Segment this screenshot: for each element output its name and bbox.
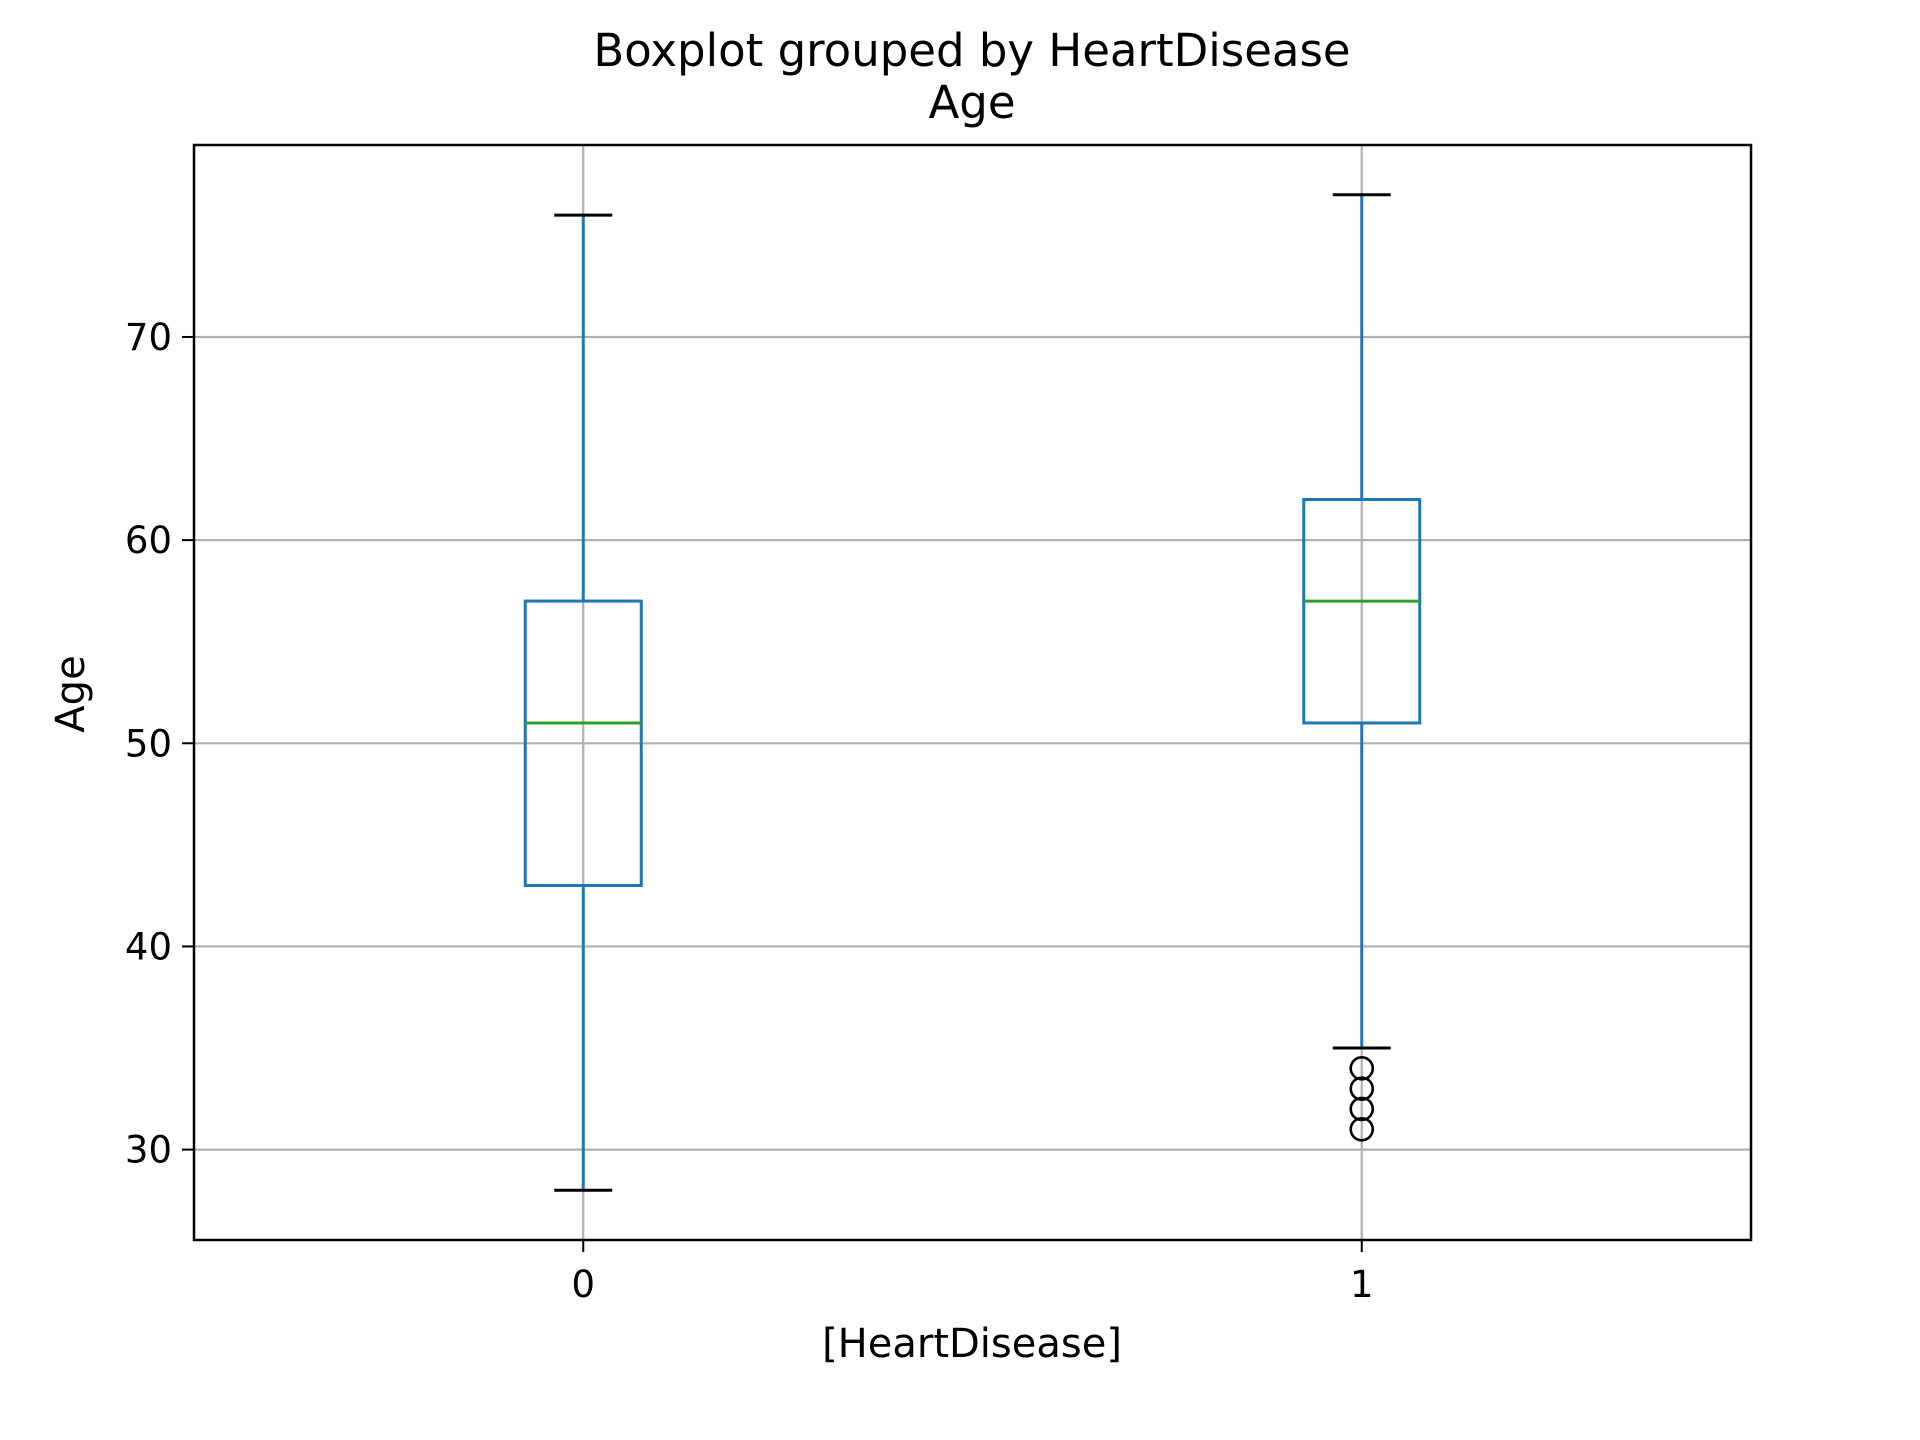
box-group-0 [523,213,643,1192]
x-axis-label: [HeartDisease] [822,1321,1122,1367]
suptitle: Boxplot grouped by HeartDisease [593,24,1350,77]
box-group-1 [1302,193,1422,1142]
plot-frame [192,143,1753,1242]
y-axis-label: Age [48,655,94,732]
y-tick-label: 50 [125,722,172,765]
outlier-point [1349,1056,1375,1081]
chart-title: Age [928,76,1015,129]
x-tick-label: 0 [571,1263,595,1306]
iqr-box [523,599,643,887]
box-plots [523,193,1422,1192]
y-tick-label: 30 [125,1129,172,1172]
iqr-box [1302,498,1422,725]
y-tick-label: 70 [125,316,172,359]
x-tick-label: 1 [1350,1263,1374,1306]
outlier-point [1349,1116,1375,1142]
outlier-point [1349,1076,1375,1101]
grid-lines [194,145,1751,1240]
y-tick-label: 60 [125,519,172,562]
y-tick-label: 40 [125,925,172,968]
axis-ticks: 30 40 50 60 70 0 1 [125,316,1374,1306]
outlier-point [1349,1096,1375,1122]
